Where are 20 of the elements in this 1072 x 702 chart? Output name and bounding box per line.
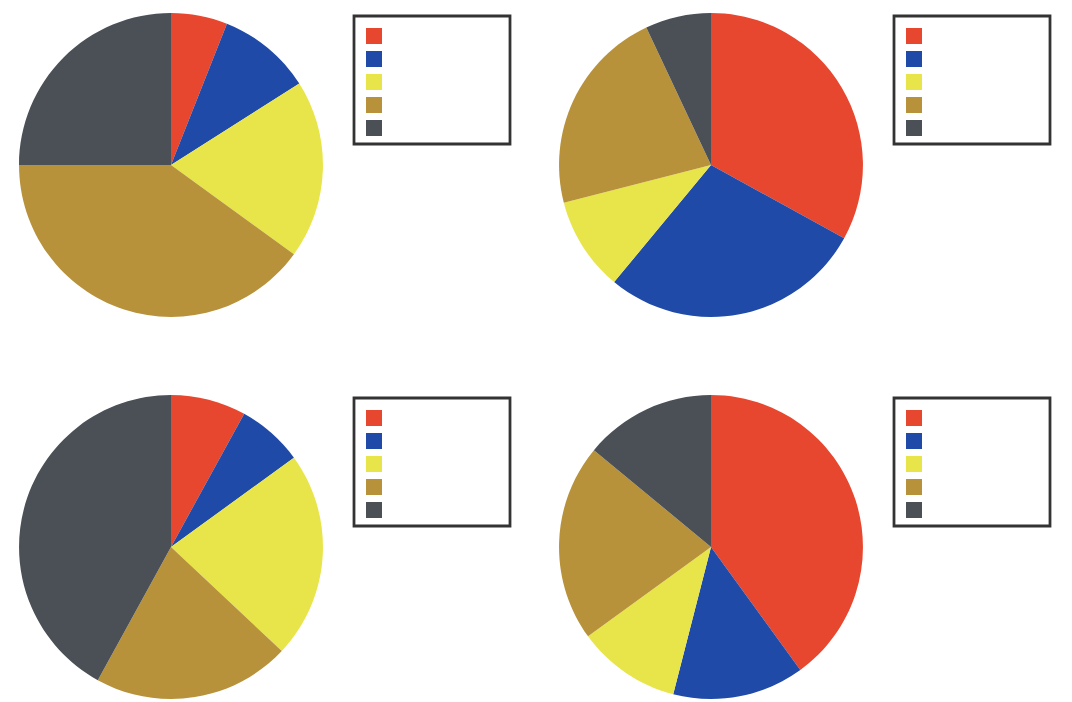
pie-slice	[563, 165, 711, 283]
pie-slice	[711, 395, 863, 670]
pie-slice	[614, 165, 845, 317]
pie-slice	[19, 13, 171, 165]
pie-slice	[171, 395, 245, 547]
pie-slice	[19, 165, 294, 317]
pie-slice	[673, 547, 801, 699]
pie-slice	[646, 13, 711, 165]
pie-slice	[97, 547, 282, 699]
pie-slice	[559, 450, 711, 637]
pie-slice	[588, 547, 711, 695]
pie-slice	[559, 27, 711, 203]
pie-slice	[711, 13, 863, 239]
pie-slice	[171, 23, 300, 165]
pie-slice	[171, 13, 227, 165]
pie-slice	[171, 83, 323, 255]
pie-slice	[593, 395, 711, 547]
pie-slice	[19, 395, 171, 681]
pie-slice	[171, 413, 294, 547]
pie-slice	[171, 457, 323, 652]
